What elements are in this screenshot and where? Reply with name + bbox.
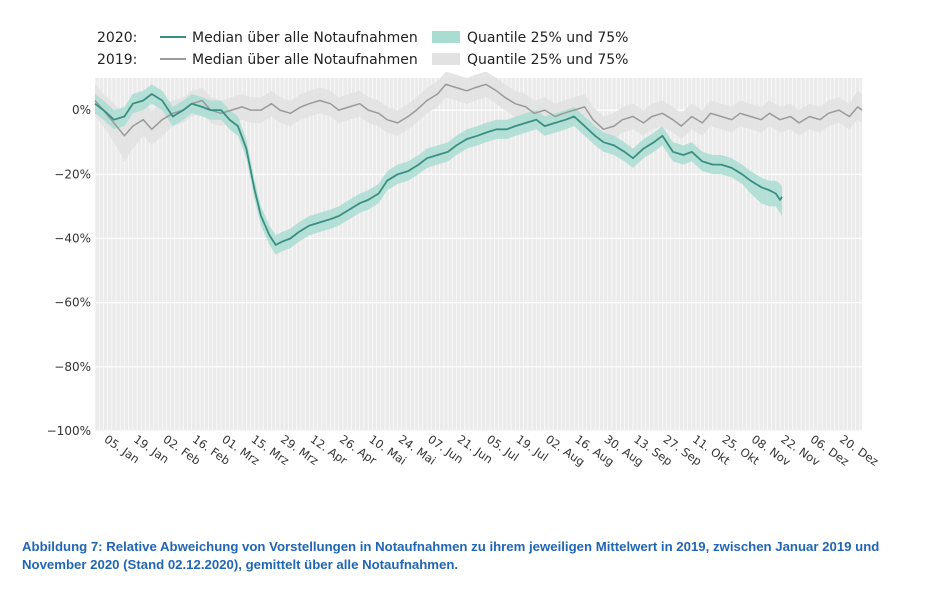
legend: 2020: Median über alle Notaufnahmen Quan…	[97, 30, 628, 68]
legend-year-2020: 2020:	[97, 30, 137, 46]
legend-band-2020-label: Quantile 25% und 75%	[467, 30, 628, 46]
median-line-2020	[94, 93, 783, 246]
legend-band-2020-swatch	[432, 31, 460, 43]
median-lines	[94, 83, 863, 246]
legend-year-2019: 2019:	[97, 52, 137, 68]
y-axis-ticks: 0% −20% −40% −60% −80% −100%	[47, 103, 91, 438]
caption-line-1: Abbildung 7: Relative Abweichung von Vor…	[22, 539, 880, 554]
y-tick-label: −60%	[54, 296, 91, 310]
figure-caption: Abbildung 7: Relative Abweichung von Vor…	[22, 538, 922, 574]
caption-line-2: November 2020 (Stand 02.12.2020), gemitt…	[22, 557, 459, 572]
y-tick-label: −100%	[47, 424, 91, 438]
y-tick-label: −80%	[54, 360, 91, 374]
y-tick-label: 0%	[72, 103, 91, 117]
x-tick-label: 19. Jul	[514, 432, 551, 464]
y-tick-label: −20%	[54, 167, 91, 181]
legend-band-2019-label: Quantile 25% und 75%	[467, 52, 628, 68]
y-tick-label: −40%	[54, 231, 91, 245]
legend-median-2019-label: Median über alle Notaufnahmen	[192, 52, 418, 68]
legend-median-2020-label: Median über alle Notaufnahmen	[192, 30, 418, 46]
legend-band-2019-swatch	[432, 53, 460, 65]
